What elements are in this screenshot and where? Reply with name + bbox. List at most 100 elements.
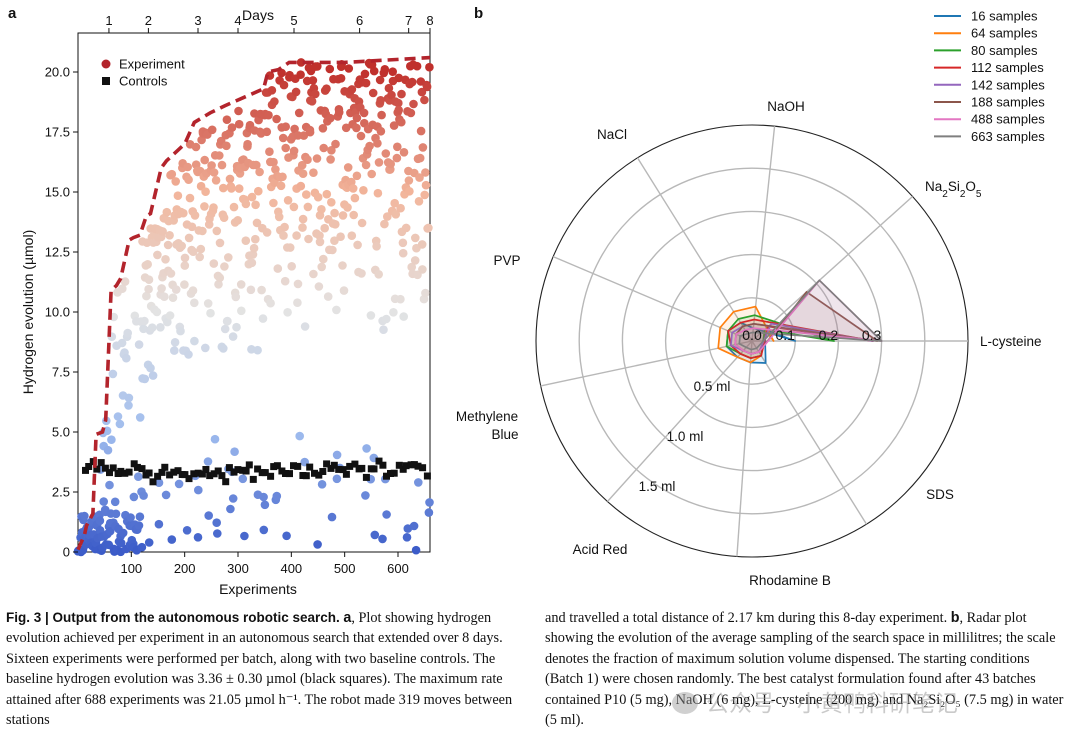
experiment-point: [113, 412, 123, 421]
experiment-point: [282, 531, 291, 541]
experiment-point: [343, 203, 352, 212]
y-tick-label: 0: [63, 545, 70, 560]
experiment-point: [240, 531, 249, 541]
radar-spoke: [606, 340, 753, 502]
day-tick-label: 8: [426, 13, 433, 28]
experiment-point: [418, 265, 427, 274]
experiment-point: [375, 75, 385, 85]
experiment-point: [309, 269, 318, 279]
experiment-point: [269, 157, 278, 167]
experiment-point: [259, 525, 269, 535]
experiment-point: [177, 241, 186, 251]
experiment-point: [165, 231, 174, 240]
experiment-point: [398, 248, 408, 258]
experiment-point: [167, 535, 177, 544]
control-point: [383, 472, 390, 480]
experiment-point: [278, 133, 288, 143]
experiment-point: [290, 124, 299, 134]
experiment-point: [171, 177, 180, 186]
experiment-point: [298, 223, 307, 232]
experiment-point: [215, 151, 224, 160]
experiment-point: [111, 509, 121, 519]
experiment-point: [422, 82, 432, 92]
experiment-point: [325, 64, 335, 74]
day-tick-label: 2: [145, 13, 152, 28]
experiment-point: [168, 293, 178, 303]
experiment-point: [126, 513, 135, 522]
experiment-point: [308, 76, 318, 85]
day-tick-label: 5: [290, 13, 297, 28]
experiment-point: [212, 518, 221, 527]
experiment-point: [341, 123, 351, 133]
experiment-point: [296, 58, 306, 67]
experiment-point: [402, 533, 412, 542]
experiment-point: [380, 65, 390, 74]
experiment-point: [396, 203, 405, 213]
control-point: [145, 469, 153, 477]
experiment-point: [190, 211, 200, 220]
y-tick-label: 5.0: [52, 425, 70, 440]
experiment-point: [380, 219, 389, 229]
experiment-point: [251, 234, 260, 244]
experiment-point: [228, 494, 238, 503]
y-tick-label: 10.0: [45, 305, 70, 320]
experiment-point: [317, 480, 327, 489]
experiment-point: [232, 322, 241, 332]
control-point: [230, 468, 238, 476]
experiment-point: [397, 89, 406, 99]
experiment-point: [203, 457, 213, 466]
control-point: [125, 468, 133, 476]
control-point: [390, 469, 398, 477]
ring-value-label: 0.3: [862, 327, 882, 343]
legend-label: 188 samples: [971, 95, 1045, 110]
y-tick-label: 12.5: [45, 245, 70, 260]
experiment-point: [161, 490, 171, 500]
x-tick-label: 400: [280, 561, 302, 576]
experiment-point: [219, 183, 228, 193]
day-tick-label: 4: [234, 13, 241, 28]
experiment-point: [134, 340, 144, 349]
experiment-point: [147, 323, 157, 333]
experiment-point: [393, 142, 402, 152]
experiment-point: [409, 99, 418, 109]
experiment-point: [405, 187, 414, 196]
experiment-point: [243, 139, 252, 149]
experiment-point: [339, 286, 349, 295]
experiment-point: [368, 88, 378, 98]
experiment-point: [135, 512, 145, 521]
experiment-point: [418, 143, 428, 152]
experiment-point: [80, 511, 89, 521]
experiment-point: [334, 108, 344, 117]
radar-spoke: [751, 340, 868, 525]
control-point: [218, 472, 226, 480]
radar-ring: [535, 124, 969, 558]
formula-element: O: [965, 179, 976, 194]
experiment-point: [116, 538, 126, 548]
control-point: [261, 469, 269, 477]
experiment-point: [331, 139, 340, 149]
experiment-point: [336, 74, 346, 83]
experiment-point: [193, 533, 203, 542]
experiment-point: [394, 105, 404, 115]
experiment-point: [255, 167, 264, 177]
x-tick-label: 200: [174, 561, 196, 576]
experiment-point: [296, 181, 306, 191]
experiment-point: [362, 444, 371, 453]
formula-subscript: 2: [960, 189, 966, 200]
experiment-point: [209, 259, 219, 268]
experiment-point: [343, 163, 353, 172]
radar-spoke: [736, 340, 753, 557]
experiment-point: [309, 168, 318, 177]
experiment-point: [296, 70, 305, 79]
experiment-point: [425, 498, 434, 507]
experiment-point: [379, 325, 388, 335]
experiment-point: [361, 160, 371, 170]
figure: a 0 2.5 5.0 7.5 10.0 12.5 15.0 17.5 20.0 100 200 300…: [8, 5, 1045, 597]
experiment-point: [220, 262, 229, 271]
radar-legend: 16 samples 64 samples 80 samples 112 sample…: [934, 9, 1045, 144]
control-point: [194, 469, 202, 477]
experiment-point: [183, 162, 192, 172]
experiment-point: [236, 280, 246, 289]
caption-right-text2: , Radar plot showing the evolution of th…: [545, 610, 1064, 729]
axis-label-sds: SDS: [926, 487, 954, 502]
